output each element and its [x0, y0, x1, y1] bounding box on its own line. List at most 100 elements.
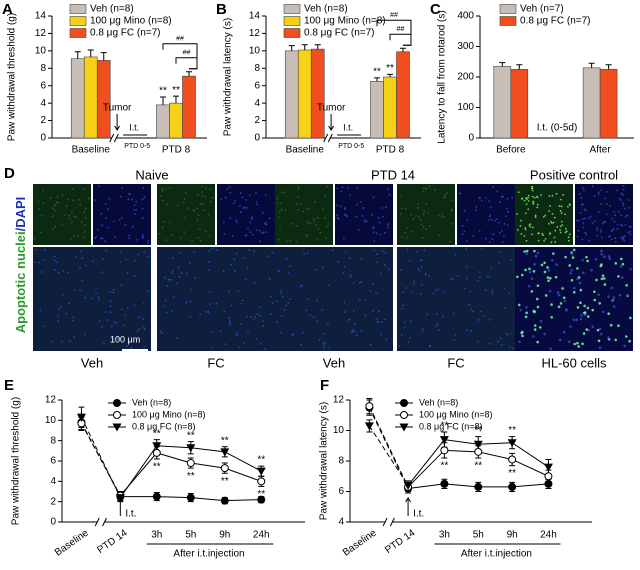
nucleus	[337, 260, 340, 263]
nucleus	[624, 207, 627, 210]
nucleus	[475, 206, 478, 208]
error-bar	[374, 77, 380, 82]
nucleus	[223, 232, 226, 235]
error-bar	[100, 52, 107, 61]
nucleus	[547, 269, 551, 272]
nucleus	[276, 300, 278, 303]
nucleus	[328, 346, 331, 349]
nucleus	[114, 236, 117, 238]
nucleus	[475, 209, 478, 211]
nucleus	[362, 207, 365, 209]
nucleus	[561, 287, 564, 290]
arrow-head	[114, 125, 121, 131]
nucleus	[572, 286, 576, 290]
nucleus	[325, 237, 328, 240]
nucleus	[500, 343, 503, 346]
point	[257, 477, 266, 486]
nucleus	[98, 185, 101, 187]
nucleus	[147, 241, 150, 244]
point	[364, 422, 374, 431]
nucleus	[96, 228, 99, 231]
nucleus	[168, 186, 171, 189]
nucleus	[167, 278, 170, 281]
nucleus	[164, 188, 167, 190]
nucleus	[533, 324, 537, 327]
nucleus	[601, 310, 605, 314]
nucleus	[456, 275, 459, 277]
nucleus	[84, 216, 87, 219]
nucleus	[124, 223, 127, 226]
nucleus	[280, 314, 283, 317]
nucleus	[161, 332, 164, 334]
nucleus	[347, 319, 350, 321]
nucleus	[297, 208, 300, 211]
axis-break	[323, 133, 329, 143]
nucleus	[65, 205, 68, 207]
nucleus	[614, 240, 617, 243]
nucleus	[581, 203, 584, 206]
nucleus	[613, 220, 616, 223]
nucleus	[503, 307, 506, 309]
nucleus	[620, 276, 624, 279]
nucleus	[562, 193, 564, 196]
nucleus	[237, 290, 240, 293]
significance: **	[153, 428, 161, 439]
nucleus	[83, 188, 85, 191]
nucleus	[499, 337, 502, 339]
nucleus	[224, 196, 227, 199]
nucleus	[276, 202, 279, 204]
nucleus	[472, 235, 474, 238]
nucleus	[416, 250, 419, 253]
nucleus	[204, 310, 207, 313]
nucleus	[488, 218, 491, 221]
nucleus	[207, 269, 210, 272]
nucleus	[142, 187, 145, 190]
nucleus	[584, 209, 587, 212]
nucleus	[245, 315, 248, 318]
nucleus	[406, 249, 409, 251]
nucleus	[106, 319, 109, 322]
nucleus	[101, 271, 104, 274]
nucleus	[598, 301, 602, 305]
nucleus	[537, 239, 540, 242]
nucleus	[128, 192, 131, 195]
nucleus	[280, 191, 283, 194]
nucleus	[558, 205, 561, 207]
nucleus	[350, 274, 352, 277]
nucleus	[208, 250, 210, 253]
panel-letter: A	[2, 1, 13, 18]
nucleus	[432, 292, 435, 295]
nucleus	[536, 284, 540, 287]
nucleus	[406, 227, 409, 230]
nucleus	[57, 315, 59, 318]
nucleus	[92, 260, 94, 263]
nucleus	[622, 204, 625, 207]
nucleus	[593, 195, 596, 197]
nucleus	[490, 218, 493, 221]
nucleus	[147, 239, 150, 242]
nucleus	[128, 237, 131, 240]
nucleus	[356, 186, 359, 189]
y-tick-label: 14	[249, 11, 261, 22]
nucleus	[280, 331, 283, 334]
nucleus	[184, 192, 187, 194]
nucleus	[629, 267, 632, 271]
nucleus	[477, 340, 479, 343]
point	[152, 442, 162, 451]
nucleus	[255, 191, 257, 194]
nucleus	[287, 271, 290, 274]
x-tick-label: PTD 14	[95, 527, 129, 556]
nucleus	[255, 337, 258, 340]
nucleus	[229, 304, 232, 307]
nucleus	[561, 224, 564, 226]
point	[220, 464, 229, 473]
nucleus	[292, 333, 294, 336]
nucleus	[477, 319, 480, 321]
nucleus	[381, 207, 383, 209]
nucleus	[492, 233, 495, 236]
y-tick-label: 12	[45, 395, 57, 406]
nucleus	[261, 232, 263, 235]
nucleus	[441, 213, 444, 216]
nucleus	[256, 229, 258, 231]
nucleus	[244, 234, 247, 237]
